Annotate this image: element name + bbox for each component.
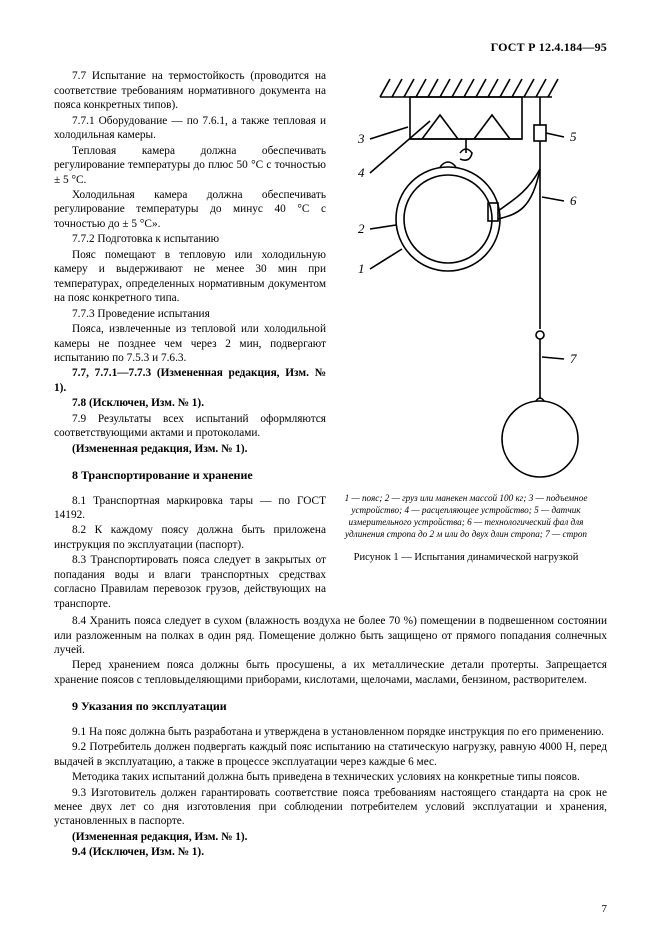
para: 7.7 Испытание на термостойкость (проводи… [54, 69, 326, 112]
para: 7.7, 7.7.1—7.7.3 (Измененная редакция, И… [54, 366, 326, 395]
para: Тепловая камера должна обеспечивать регу… [54, 144, 326, 187]
full-width-block: 8.4 Хранить пояса следует в сухом (влажн… [54, 614, 607, 860]
para: 9.4 (Исключен, Изм. № 1). [54, 845, 607, 859]
para: (Измененная редакция, Изм. № 1). [54, 442, 326, 456]
para: Пояса, извлеченные из тепловой или холод… [54, 322, 326, 365]
para: 7.7.1 Оборудование — по 7.6.1, а также т… [54, 114, 326, 143]
para: 9.3 Изготовитель должен гарантировать со… [54, 786, 607, 829]
figure-1-diagram: 3 4 2 1 5 6 7 [340, 69, 592, 487]
para: Пояс помещают в тепловую или холодильную… [54, 248, 326, 306]
para: Методика таких испытаний должна быть при… [54, 770, 607, 784]
svg-text:2: 2 [358, 221, 365, 236]
svg-text:6: 6 [570, 193, 577, 208]
svg-text:5: 5 [570, 129, 577, 144]
figure-legend: 1 — пояс; 2 — груз или манекен массой 10… [340, 493, 592, 541]
page-number: 7 [602, 902, 608, 916]
para: 9.2 Потребитель должен подвергать каждый… [54, 740, 607, 769]
para: 8.3 Транспортировать пояса следует в зак… [54, 553, 326, 611]
para: 7.8 (Исключен, Изм. № 1). [54, 396, 326, 410]
left-column: 7.7 Испытание на термостойкость (проводи… [54, 69, 326, 612]
para: 8.2 К каждому поясу должна быть приложен… [54, 523, 326, 552]
para: (Измененная редакция, Изм. № 1). [54, 830, 607, 844]
para: 7.7.3 Проведение испытания [54, 307, 326, 321]
doc-id: ГОСТ Р 12.4.184—95 [54, 40, 607, 55]
svg-text:4: 4 [358, 165, 365, 180]
svg-text:7: 7 [570, 351, 577, 366]
para: 8.1 Транспортная маркировка тары — по ГО… [54, 494, 326, 523]
svg-text:3: 3 [357, 131, 365, 146]
figure-column: 3 4 2 1 5 6 7 1 — пояс; 2 — груз или ман… [340, 69, 592, 564]
figure-title: Рисунок 1 — Испытания динамической нагру… [340, 551, 592, 564]
section-9-title: 9 Указания по эксплуатации [54, 699, 607, 714]
para: 9.1 На пояс должна быть разработана и ут… [54, 725, 607, 739]
para: 7.9 Результаты всех испытаний оформляютс… [54, 412, 326, 441]
para: Перед хранением пояса должны быть просуш… [54, 658, 607, 687]
para: 7.7.2 Подготовка к испытанию [54, 232, 326, 246]
para: 8.4 Хранить пояса следует в сухом (влажн… [54, 614, 607, 657]
svg-text:1: 1 [358, 261, 365, 276]
para: Холодильная камера должна обеспечивать р… [54, 188, 326, 231]
section-8-title: 8 Транспортирование и хранение [54, 468, 326, 483]
